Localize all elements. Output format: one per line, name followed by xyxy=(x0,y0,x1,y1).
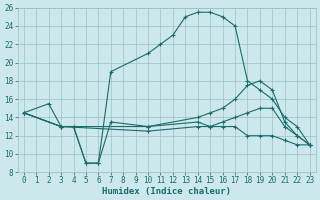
X-axis label: Humidex (Indice chaleur): Humidex (Indice chaleur) xyxy=(102,187,231,196)
